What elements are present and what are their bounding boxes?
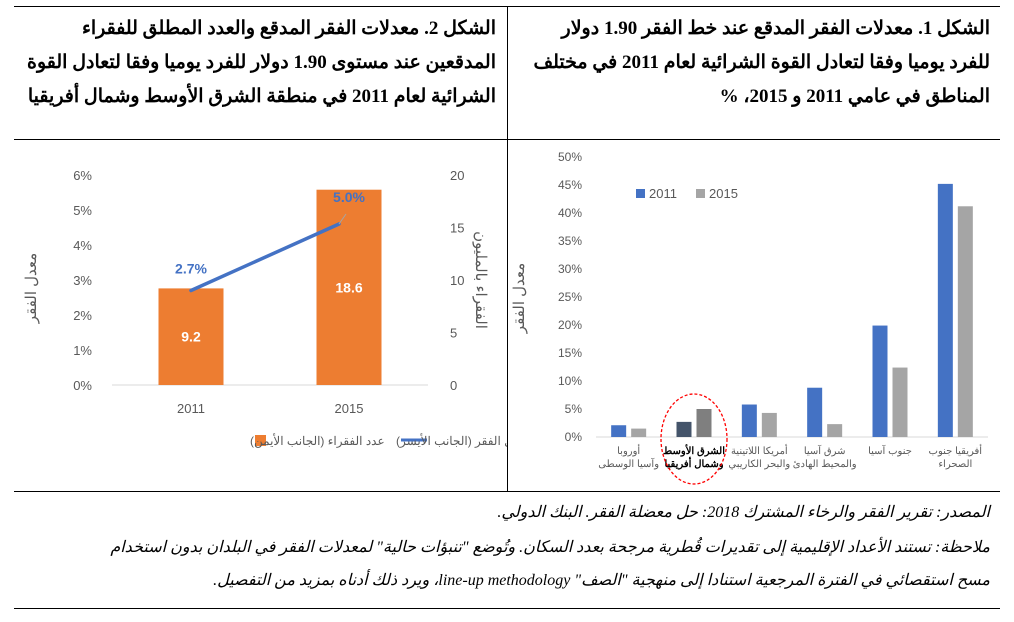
source-text: المصدر: تقرير الفقر والرخاء المشترك 2018… xyxy=(497,504,990,521)
bar-2015-2 xyxy=(761,412,777,437)
divider-footer xyxy=(14,491,1000,492)
y-tick-label: 5% xyxy=(565,402,583,416)
bar-2011 xyxy=(158,288,224,385)
category-label: جنوب آسيا xyxy=(868,444,912,457)
y-tick-label: 45% xyxy=(558,178,582,192)
y-axis-label: معدل الفقر xyxy=(511,263,528,334)
right-tick-label: 15 xyxy=(450,221,464,236)
y-tick-label: 25% xyxy=(558,290,582,304)
legend-label-2015: 2015 xyxy=(709,186,738,201)
line-label-leader xyxy=(338,213,347,225)
left-tick-label: 2% xyxy=(73,308,92,323)
x-tick-label: 2011 xyxy=(177,401,205,416)
category-label: الشرق الأوسط xyxy=(663,445,725,457)
right-tick-label: 10 xyxy=(450,273,464,288)
right-tick-label: 20 xyxy=(450,168,464,183)
legend-swatch-2011 xyxy=(636,189,645,198)
bar-2011-3 xyxy=(807,387,823,437)
category-label: أفريقيا جنوب xyxy=(929,444,983,457)
y-tick-label: 35% xyxy=(558,234,582,248)
bar-2011-0 xyxy=(611,425,627,437)
left-tick-label: 1% xyxy=(73,343,92,358)
figure1-chart: 0% 5% 10% 15% 20% 25% 30% 35% 40% 45% 50% معدل الفق… xyxy=(511,150,988,485)
note-line-2: مسح استقصائي في الفترة المرجعية استنادا … xyxy=(213,572,990,589)
left-axis-label: معدل الفقر xyxy=(23,253,40,324)
right-tick-label: 0 xyxy=(450,378,457,393)
legend-bar-label: عدد الفقراء (الجانب الأيمن) xyxy=(250,433,385,448)
right-axis-label: الفقراء بالمليون xyxy=(472,231,489,329)
poverty-rate-line xyxy=(189,222,341,293)
left-tick-label: 5% xyxy=(73,203,92,218)
legend-bar-swatch xyxy=(255,435,266,446)
x-tick-label: 2015 xyxy=(335,401,364,416)
left-tick-label: 3% xyxy=(73,273,92,288)
y-tick-label: 40% xyxy=(558,206,582,220)
legend-line-label: معدل الفقر (الجانب الأيسر) xyxy=(396,433,507,448)
bar-2011-1 xyxy=(676,421,692,437)
divider-middle xyxy=(507,6,508,491)
y-tick-label: 15% xyxy=(558,346,582,360)
note-line-1: ملاحظة: تستند الأعداد الإقليمية إلى تقدي… xyxy=(110,539,990,556)
figure2-chart: 0% 1% 2% 3% 4% 5% 6% 0 5 10 15 20 معدل الفقر الفقراء … xyxy=(23,168,507,448)
category-label: أوروبا xyxy=(617,444,640,457)
category-label: والبحر الكاريبي xyxy=(728,459,790,470)
figure1-caption: الشكل 1. معدلات الفقر المدقع عند خط الفق… xyxy=(533,18,990,107)
legend-label-2011: 2011 xyxy=(649,186,677,201)
bar-2011-2 xyxy=(741,404,757,437)
bar-2011-4 xyxy=(872,325,888,437)
left-tick-label: 4% xyxy=(73,238,92,253)
line-value-label: 5.0% xyxy=(333,189,365,205)
figure2-caption: الشكل 2. معدلات الفقر المدقع والعدد المط… xyxy=(27,18,496,107)
y-tick-label: 20% xyxy=(558,318,582,332)
highlight-circle xyxy=(660,393,728,485)
left-tick-label: 0% xyxy=(73,378,92,393)
y-tick-label: 30% xyxy=(558,262,582,276)
bar-2015-5 xyxy=(957,206,973,437)
bar-value-label: 18.6 xyxy=(335,279,362,295)
category-label: وشمال أفريقيا xyxy=(664,457,723,470)
left-tick-label: 6% xyxy=(73,168,92,183)
bar-2015-1 xyxy=(696,409,712,437)
category-label: وآسيا الوسطى xyxy=(598,457,659,470)
y-tick-label: 10% xyxy=(558,374,582,388)
y-tick-label: 0% xyxy=(565,430,583,444)
bar-2015 xyxy=(316,189,382,385)
bar-2011-5 xyxy=(937,183,953,437)
category-label: شرق آسيا xyxy=(804,444,846,457)
legend-swatch-2015 xyxy=(696,189,705,198)
y-tick-label: 50% xyxy=(558,150,582,164)
bar-2015-3 xyxy=(827,424,843,437)
category-label: أمريكا اللاتينية xyxy=(731,444,788,457)
bar-value-label: 9.2 xyxy=(181,329,201,345)
category-label: والمحيط الهادئ xyxy=(793,459,857,470)
line-value-label: 2.7% xyxy=(175,261,207,277)
category-label: الصحراء xyxy=(938,459,972,470)
right-tick-label: 5 xyxy=(450,326,457,341)
bar-2015-4 xyxy=(892,367,908,437)
bar-2015-0 xyxy=(631,428,647,437)
